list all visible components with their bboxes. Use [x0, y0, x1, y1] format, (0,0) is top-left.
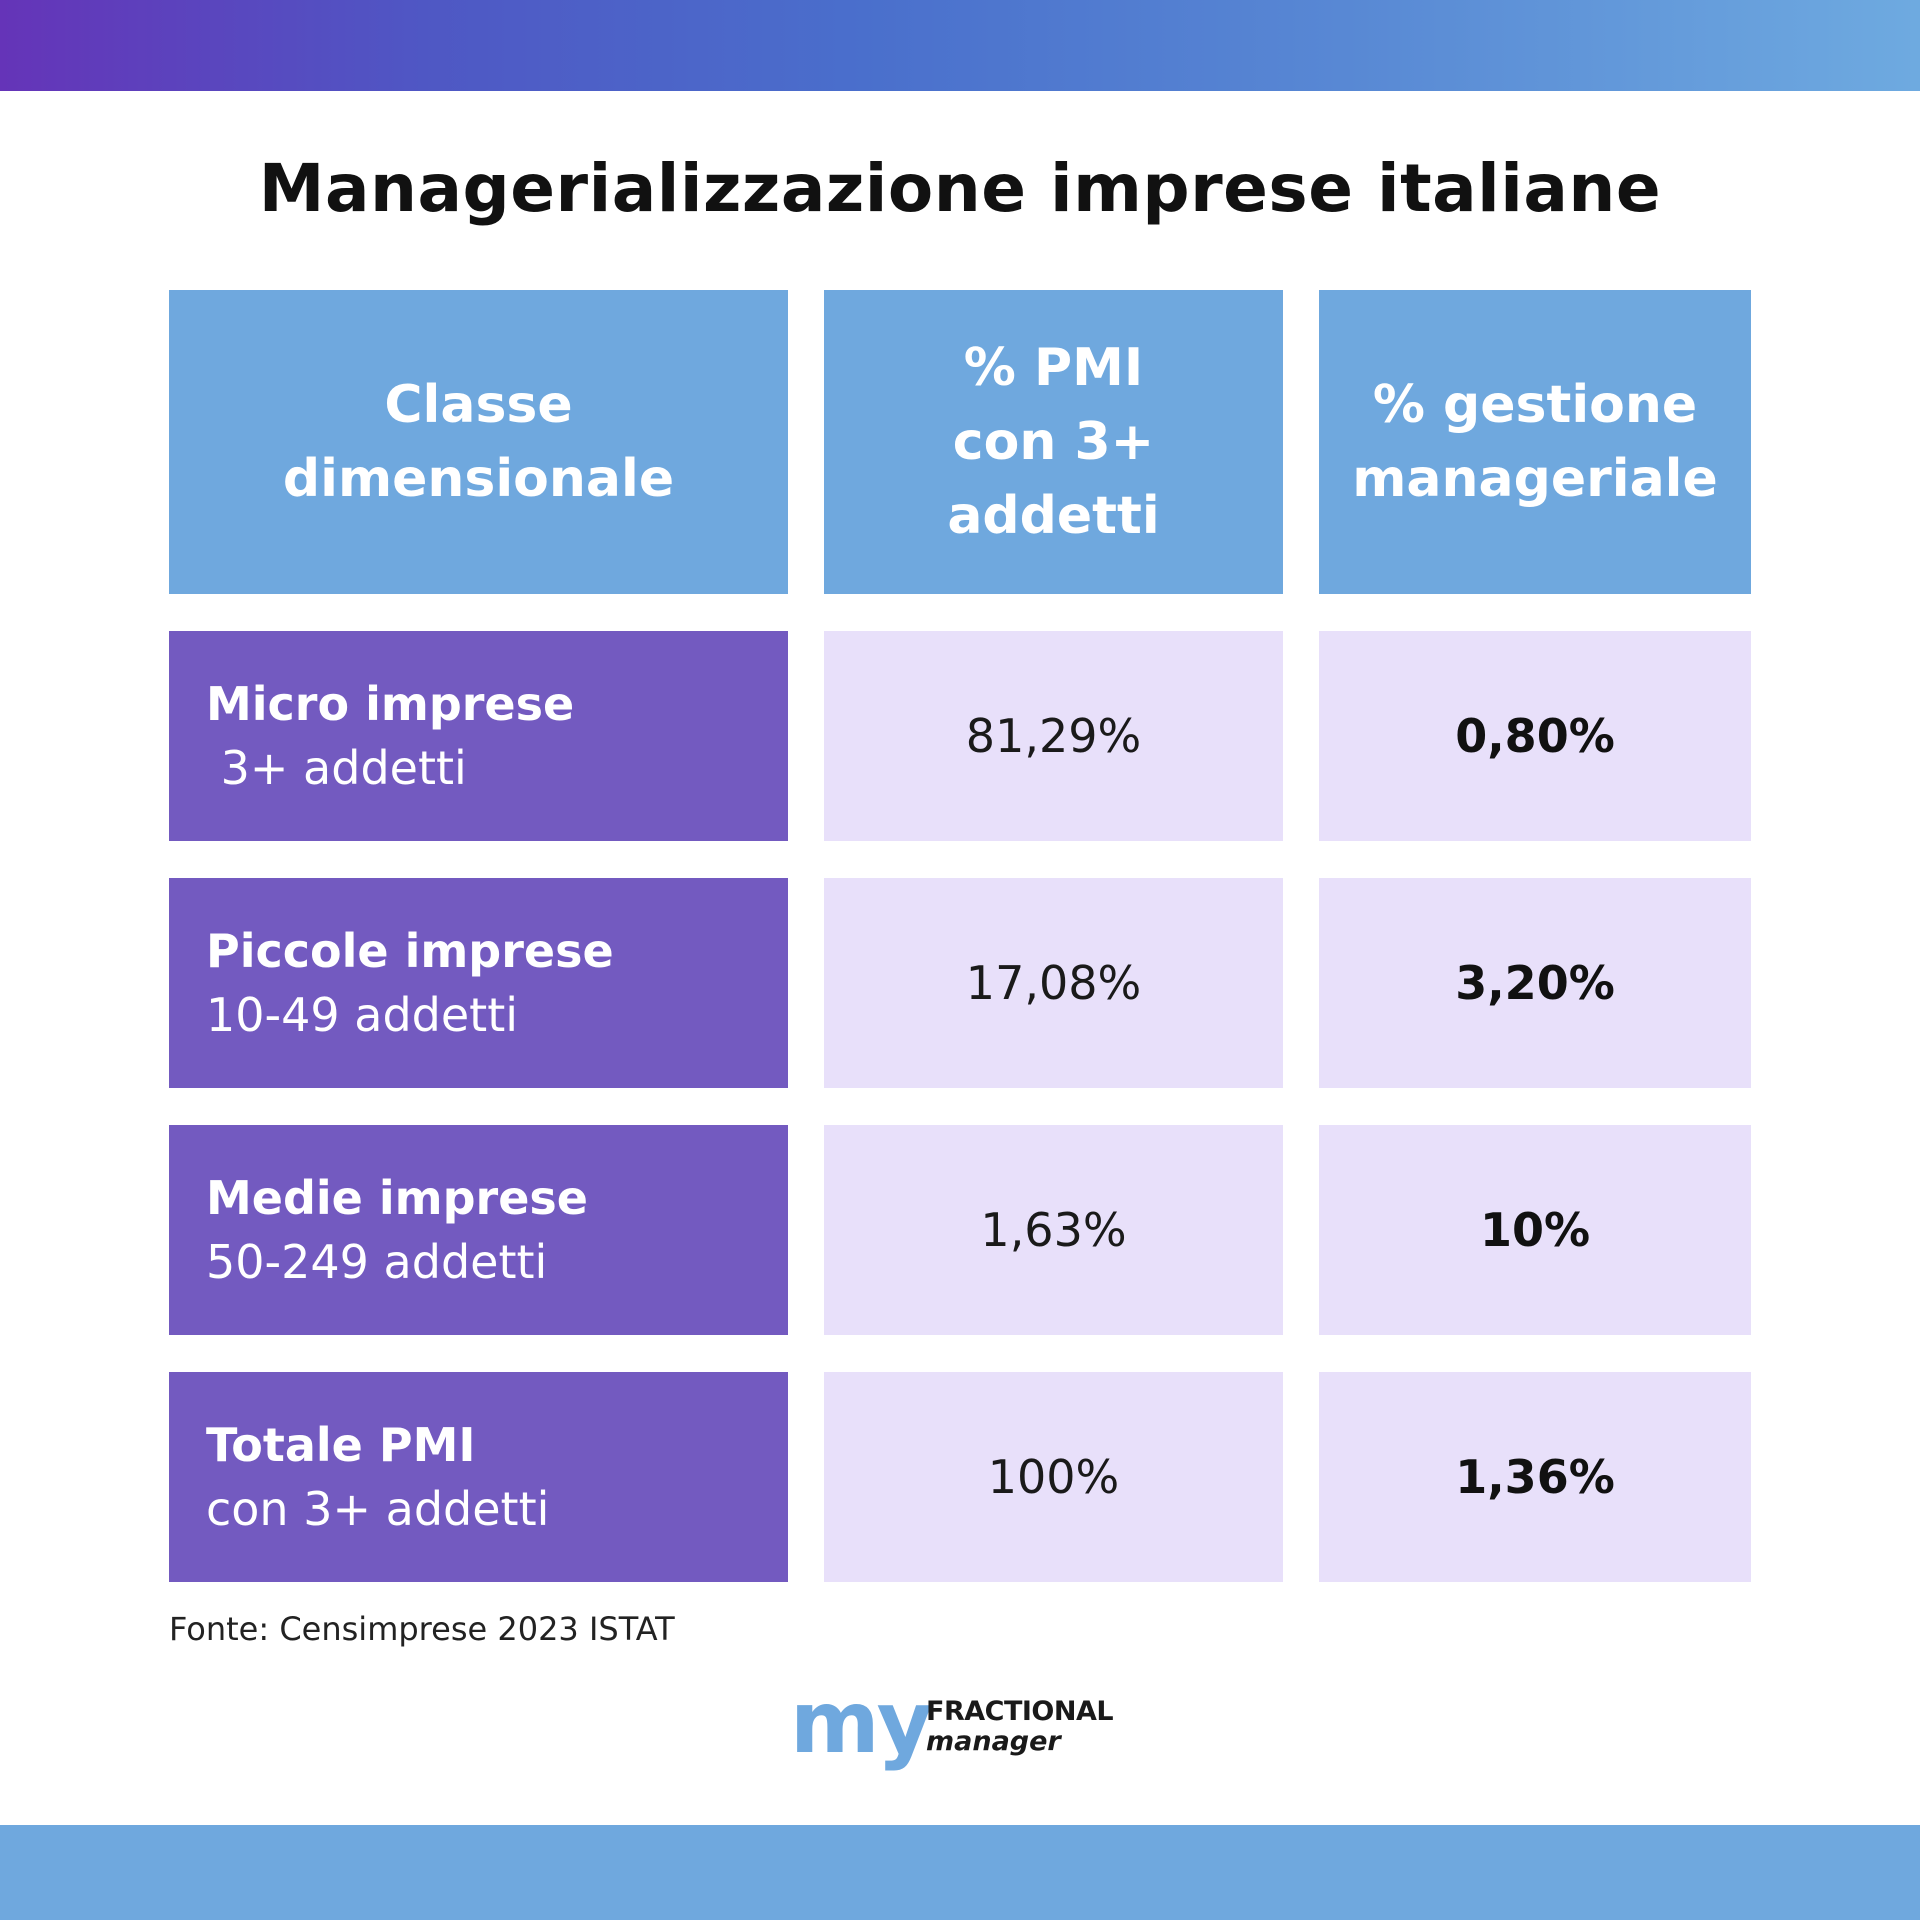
gestione-value: 3,20% [1319, 878, 1751, 1088]
row-class-name: Micro imprese [206, 677, 575, 731]
gestione-value: 0,80% [1319, 631, 1751, 841]
header-label: Classe dimensionale [282, 375, 675, 509]
row-label-piccole: Piccole imprese 10-49 addetti [169, 878, 788, 1088]
row-class-range: 50-249 addetti [206, 1235, 548, 1289]
row-label-medie: Medie imprese 50-249 addetti [169, 1125, 788, 1335]
header-label: % PMI con 3+ addetti [947, 338, 1160, 546]
top-gradient-bar [0, 0, 1920, 91]
row-class-name: Piccole imprese [206, 924, 614, 978]
brand-logo: my FRACTIONAL manager [790, 1680, 1130, 1770]
gestione-value: 1,36% [1319, 1372, 1751, 1582]
row-class-range: 3+ addetti [206, 741, 467, 795]
pmi-value: 100% [824, 1372, 1283, 1582]
header-classe-dimensionale: Classe dimensionale [169, 290, 788, 594]
logo-manager-text: manager [926, 1726, 1061, 1757]
row-class-range: con 3+ addetti [206, 1482, 550, 1536]
gestione-value: 10% [1319, 1125, 1751, 1335]
row-class-range: 10-49 addetti [206, 988, 519, 1042]
row-class-name: Medie imprese [206, 1171, 588, 1225]
bottom-bar [0, 1825, 1920, 1920]
row-class-name: Totale PMI [206, 1418, 476, 1472]
header-pmi-percent: % PMI con 3+ addetti [824, 290, 1283, 594]
pmi-value: 17,08% [824, 878, 1283, 1088]
logo-my-text: my [790, 1673, 933, 1773]
row-label-totale: Totale PMI con 3+ addetti [169, 1372, 788, 1582]
pmi-value: 81,29% [824, 631, 1283, 841]
header-label: % gestione manageriale [1352, 375, 1718, 509]
pmi-value: 1,63% [824, 1125, 1283, 1335]
logo-fractional-text: FRACTIONAL [926, 1696, 1114, 1727]
header-gestione-manageriale: % gestione manageriale [1319, 290, 1751, 594]
source-note: Fonte: Censimprese 2023 ISTAT [169, 1610, 675, 1648]
page-title: Managerializzazione imprese italiane [258, 150, 1662, 227]
row-label-micro: Micro imprese 3+ addetti [169, 631, 788, 841]
